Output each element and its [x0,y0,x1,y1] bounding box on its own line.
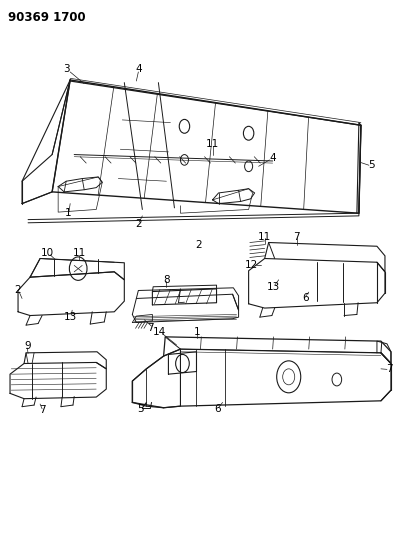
Text: 4: 4 [269,154,276,163]
Text: 5: 5 [369,160,375,170]
Text: 14: 14 [153,327,166,336]
Text: 7: 7 [387,365,393,374]
Text: 7: 7 [294,232,300,241]
Text: 3: 3 [63,64,69,74]
Text: 6: 6 [302,294,309,303]
Text: 10: 10 [41,248,54,257]
Text: 11: 11 [206,139,219,149]
Text: 2: 2 [135,219,142,229]
Text: 1: 1 [194,327,200,336]
Text: 11: 11 [258,232,271,241]
Text: 9: 9 [24,342,30,351]
Text: 7: 7 [147,323,154,333]
Text: 1: 1 [65,208,71,218]
Text: 4: 4 [135,64,142,74]
Text: 6: 6 [214,405,221,414]
Text: 8: 8 [163,275,170,285]
Text: 7: 7 [39,406,45,415]
Text: 11: 11 [73,248,86,258]
Text: 12: 12 [244,260,258,270]
Text: 2: 2 [15,286,21,295]
Text: 2: 2 [195,240,202,250]
Text: 13: 13 [267,282,281,292]
Text: 5: 5 [137,405,144,414]
Text: 90369 1700: 90369 1700 [8,11,86,23]
Text: 13: 13 [63,312,77,321]
